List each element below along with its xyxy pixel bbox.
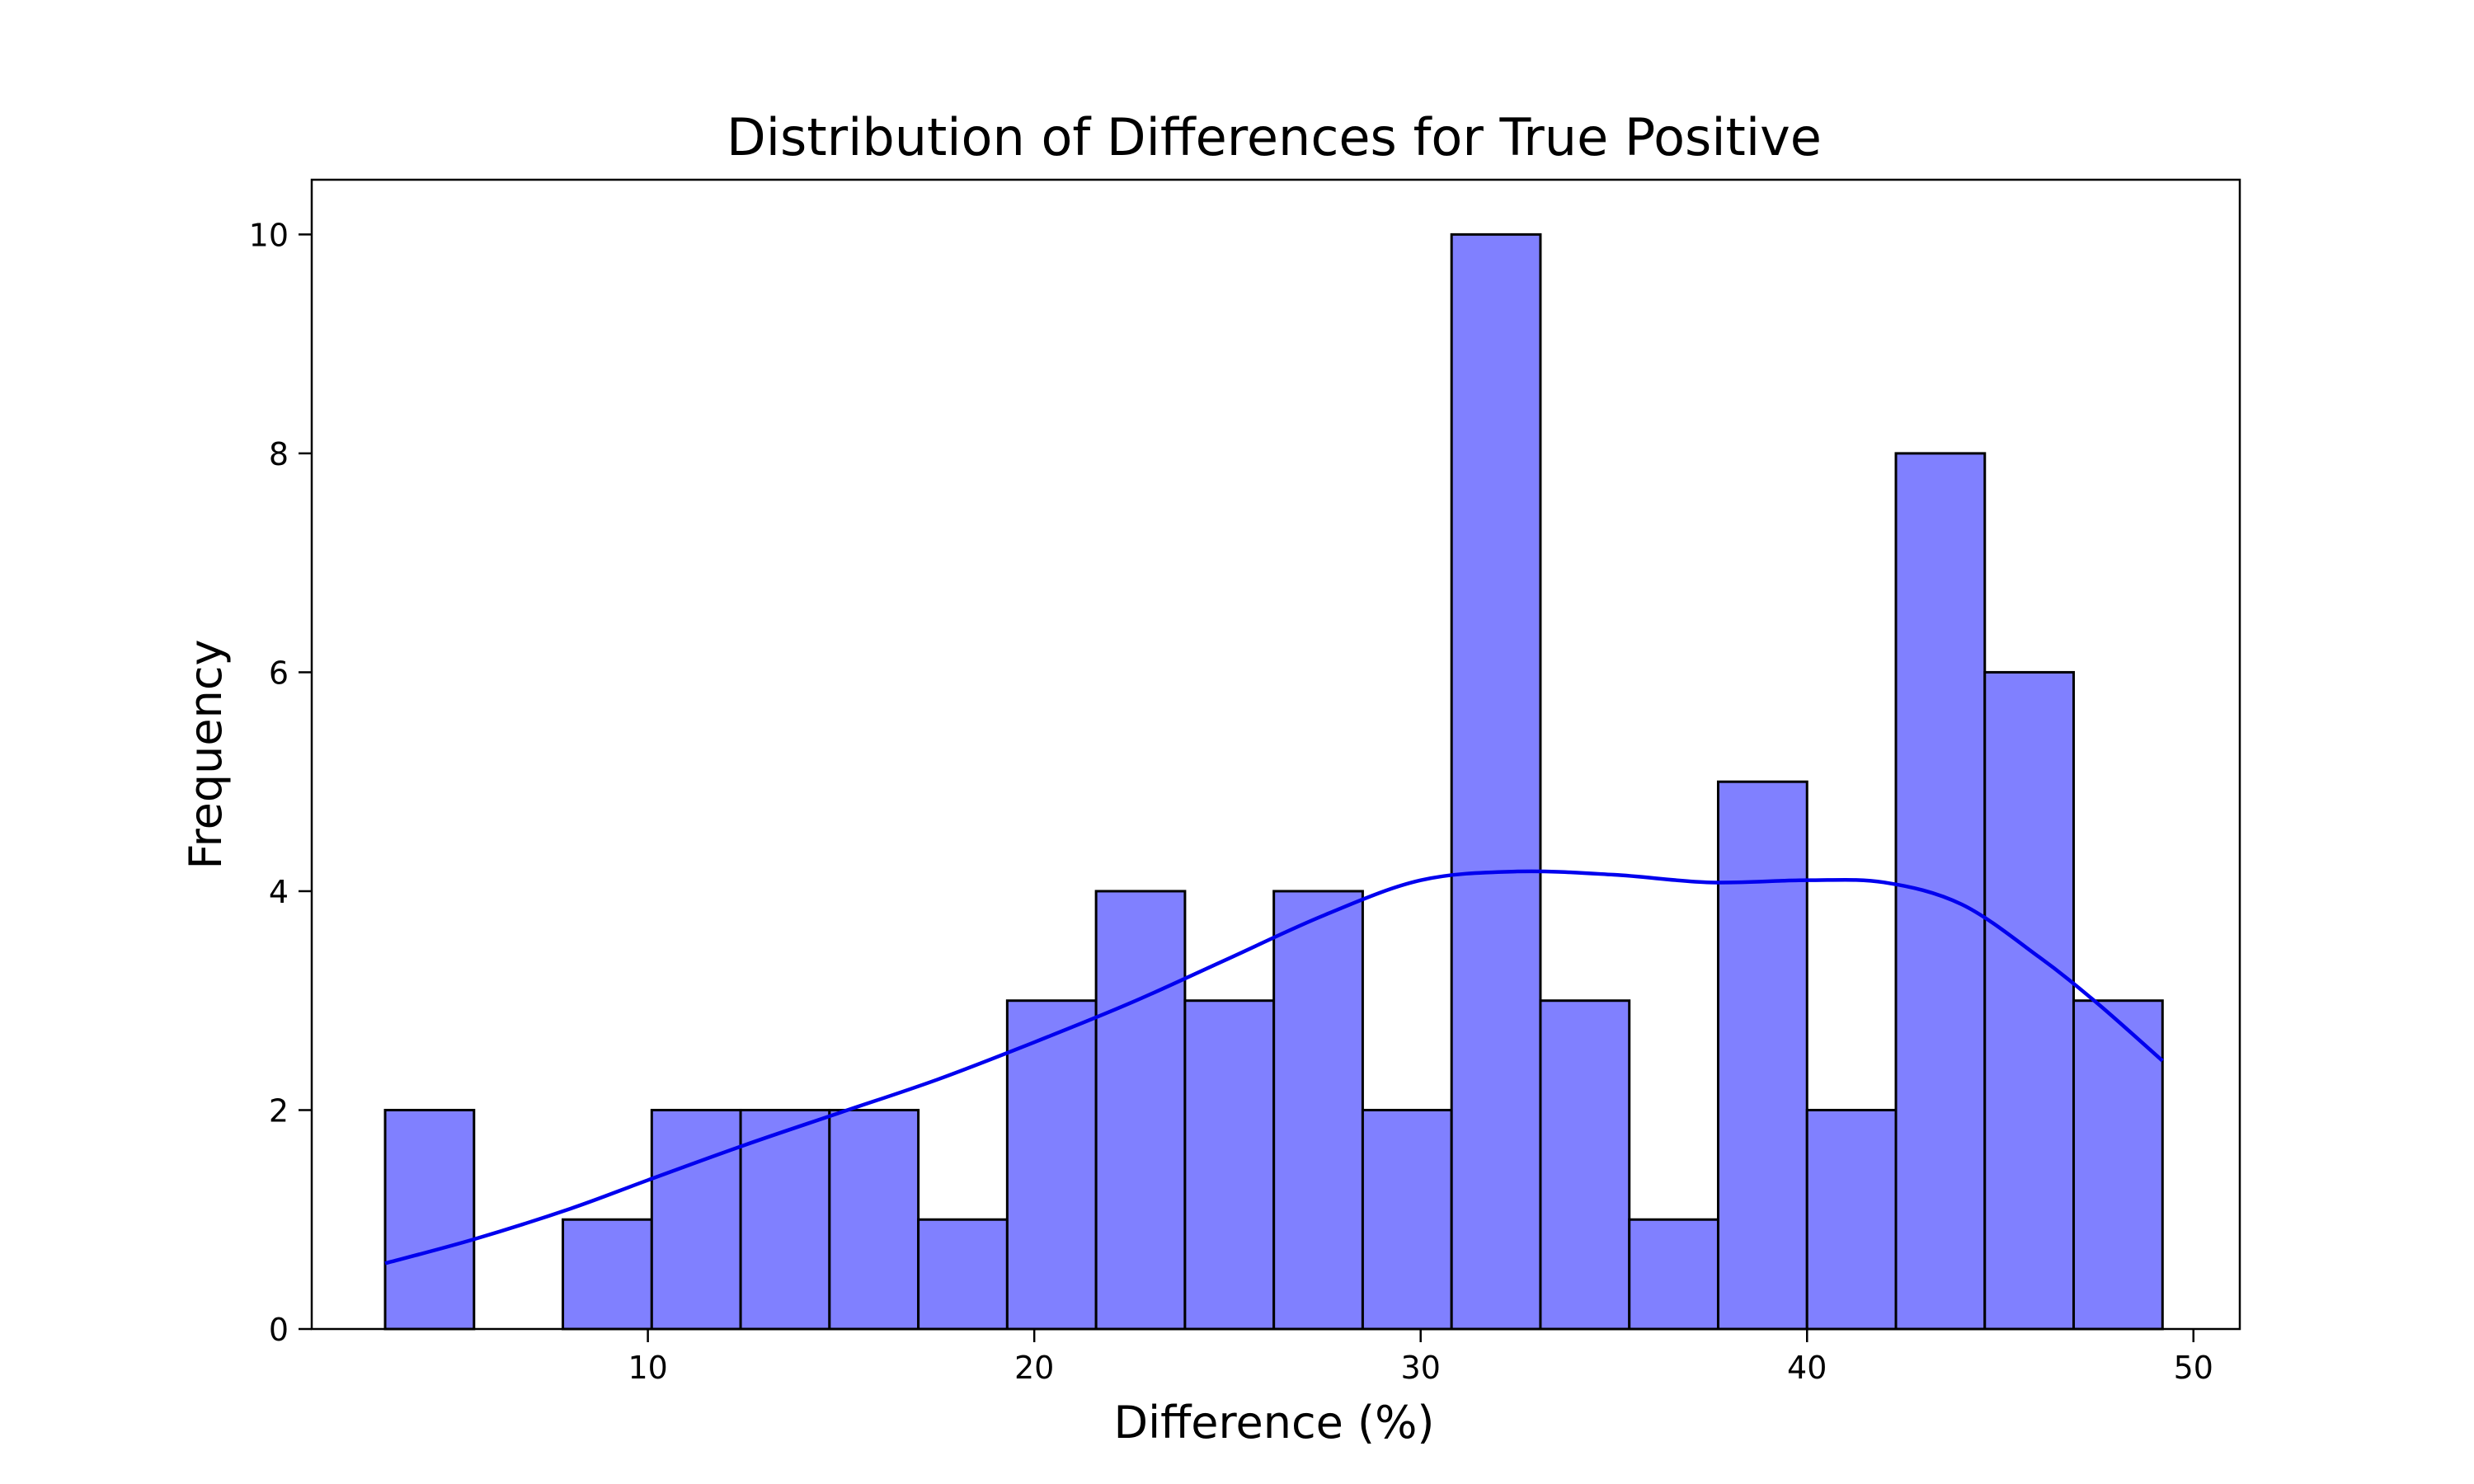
y-tick-label: 6 xyxy=(269,655,289,691)
histogram-bar-13 xyxy=(1450,232,1542,1331)
histogram-bar-1 xyxy=(383,1108,476,1331)
y-tick-label: 10 xyxy=(249,217,289,253)
y-tick-label: 4 xyxy=(269,874,289,910)
y-tick-label: 8 xyxy=(269,436,289,472)
chart-title: Distribution of Differences for True Pos… xyxy=(727,107,1822,167)
x-tick-label: 50 xyxy=(2174,1350,2213,1386)
plot-area-frame xyxy=(310,178,2241,1331)
histogram-bar-19 xyxy=(1983,670,2076,1331)
histogram-bar-5 xyxy=(739,1108,831,1331)
histogram-bar-16 xyxy=(1716,780,1808,1331)
histogram-bar-15 xyxy=(1628,1218,1719,1331)
histogram-bar-20 xyxy=(2072,999,2164,1331)
histogram-bar-7 xyxy=(917,1218,1009,1331)
x-tick-label: 20 xyxy=(1014,1350,1054,1386)
histogram-bar-11 xyxy=(1272,890,1364,1331)
histogram-bar-12 xyxy=(1361,1108,1453,1331)
x-tick-label: 30 xyxy=(1401,1350,1441,1386)
histogram-bars xyxy=(383,232,2164,1331)
y-tick-label: 2 xyxy=(269,1092,289,1129)
y-axis-label: Frequency xyxy=(180,640,232,870)
x-axis-label: Difference (%) xyxy=(1114,1397,1435,1449)
histogram-bar-3 xyxy=(562,1218,653,1331)
x-axis-ticks: 10 20 30 40 50 xyxy=(628,1329,2213,1386)
x-tick-label: 40 xyxy=(1787,1350,1827,1386)
histogram-bar-18 xyxy=(1894,452,1987,1331)
y-tick-label: 0 xyxy=(269,1312,289,1348)
histogram-bar-8 xyxy=(1005,999,1098,1331)
histogram-bar-6 xyxy=(828,1108,920,1331)
histogram-bar-4 xyxy=(650,1108,742,1331)
histogram-bar-14 xyxy=(1539,999,1631,1331)
histogram-bar-10 xyxy=(1183,999,1276,1331)
histogram-bar-9 xyxy=(1094,890,1187,1331)
kde-curve xyxy=(384,869,2164,1266)
x-tick-label: 10 xyxy=(628,1350,667,1386)
y-axis-ticks: 0 2 4 6 8 10 xyxy=(249,217,312,1348)
histogram-bar-17 xyxy=(1805,1108,1898,1331)
